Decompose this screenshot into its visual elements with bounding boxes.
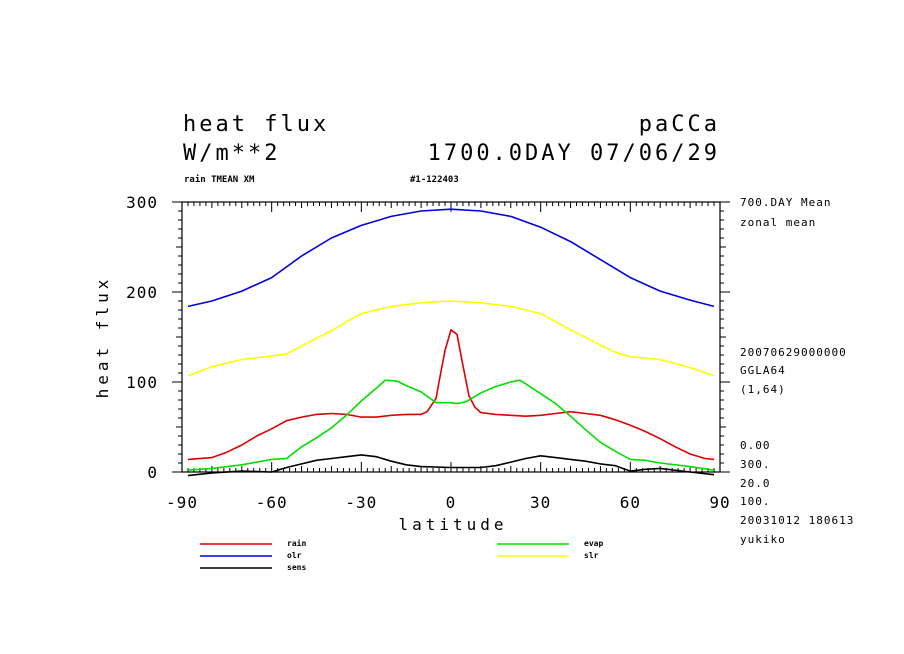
x-tick-label: 0 (446, 493, 457, 512)
x-tick-label: 60 (620, 493, 641, 512)
side-p2: 300. (740, 458, 771, 471)
x-tick-label: -90 (166, 493, 198, 512)
side-grid: GGLA64 (740, 364, 786, 377)
side-date-code: 20070629000000 (740, 346, 847, 359)
side-mean-line1: 700.DAY Mean (740, 196, 831, 209)
model-name: paCCa (639, 112, 720, 137)
legend-label-slr: slr (584, 551, 599, 560)
side-index: (1,64) (740, 383, 786, 396)
y-axis-label: heat flux (93, 276, 112, 399)
y-tick-label: 0 (147, 463, 158, 482)
side-p3: 20.0 (740, 477, 771, 490)
legend: rain olr sens evap slr (200, 538, 603, 572)
series-line-sens (187, 454, 715, 477)
side-p1: 0.00 (740, 439, 771, 452)
side-user: yukiko (740, 533, 786, 546)
x-tick-label: 30 (530, 493, 551, 512)
series-line-evap (187, 379, 715, 471)
x-tick-labels: -90 -60 -30 0 30 60 90 (166, 493, 730, 512)
x-tick-label: -30 (345, 493, 377, 512)
side-p4: 100. (740, 495, 771, 508)
y-tick-label: 200 (126, 283, 158, 302)
x-axis-label: latitude (398, 515, 507, 534)
chart-units: W/m**2 (183, 141, 280, 166)
series-line-rain (187, 328, 715, 461)
side-mean-line2: zonal mean (740, 216, 816, 229)
legend-label-sens: sens (287, 563, 306, 572)
y-tick-label: 100 (126, 373, 158, 392)
series-lines (187, 208, 715, 477)
chart-title: heat flux (183, 112, 329, 137)
y-tick-labels: 0 100 200 300 (126, 193, 158, 482)
legend-label-olr: olr (287, 551, 302, 560)
time-label: 1700.0DAY 07/06/29 (428, 141, 720, 166)
variable-label: rain TMEAN XM (184, 174, 255, 185)
side-run-id: 20031012 180613 (740, 514, 854, 527)
legend-label-evap: evap (584, 539, 603, 548)
run-label: #1-122403 (410, 175, 459, 185)
series-line-slr (187, 300, 715, 377)
y-tick-label: 300 (126, 193, 158, 212)
x-tick-label: -60 (256, 493, 288, 512)
side-info: 700.DAY Mean zonal mean 20070629000000 G… (740, 196, 854, 546)
series-line-olr (187, 208, 715, 308)
x-tick-label: 90 (709, 493, 730, 512)
legend-label-rain: rain (287, 538, 306, 548)
